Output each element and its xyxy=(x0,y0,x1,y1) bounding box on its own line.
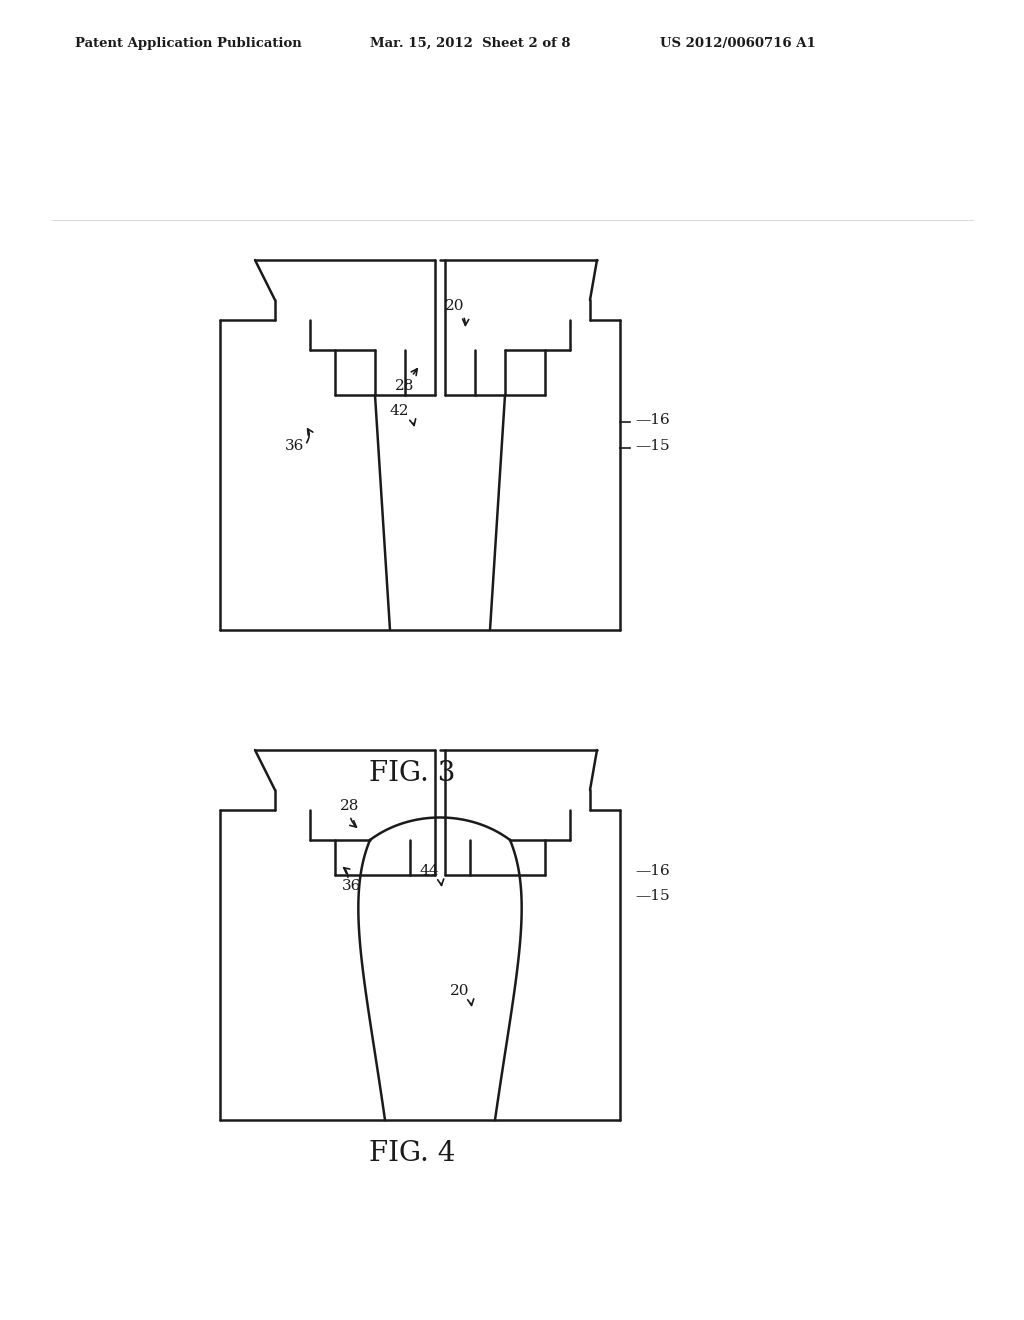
Text: 44: 44 xyxy=(420,865,443,886)
Text: FIG. 4: FIG. 4 xyxy=(369,1140,456,1167)
Text: 20: 20 xyxy=(450,983,474,1006)
Text: —16: —16 xyxy=(635,413,670,426)
Text: —15: —15 xyxy=(635,440,670,453)
Text: Mar. 15, 2012  Sheet 2 of 8: Mar. 15, 2012 Sheet 2 of 8 xyxy=(370,37,570,50)
Text: 28: 28 xyxy=(395,368,417,393)
Text: 36: 36 xyxy=(342,879,361,894)
Text: US 2012/0060716 A1: US 2012/0060716 A1 xyxy=(660,37,816,50)
Text: 42: 42 xyxy=(390,404,416,425)
Text: Patent Application Publication: Patent Application Publication xyxy=(75,37,302,50)
Text: 20: 20 xyxy=(445,300,469,325)
Text: FIG. 3: FIG. 3 xyxy=(369,760,456,787)
Text: 36: 36 xyxy=(285,440,304,453)
Text: —15: —15 xyxy=(635,888,670,903)
Text: —16: —16 xyxy=(635,865,670,878)
Text: 28: 28 xyxy=(340,799,359,828)
